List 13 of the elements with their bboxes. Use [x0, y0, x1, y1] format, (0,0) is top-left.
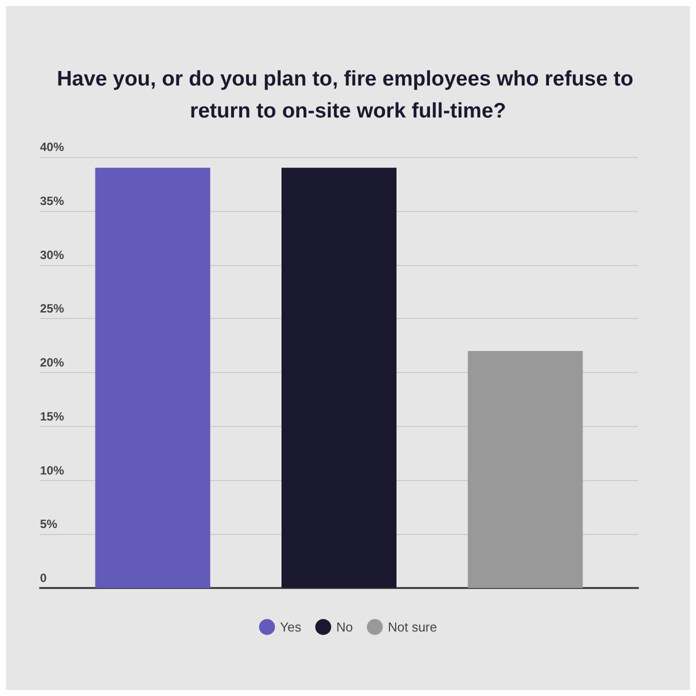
y-tick-label: 10%: [40, 463, 64, 478]
y-tick-label: 0: [40, 571, 47, 585]
y-tick-label: 15%: [40, 409, 64, 424]
chart-title: Have you, or do you plan to, fire employees who refuse to return to on-site work full-time?: [56, 68, 640, 122]
y-tick-label: 25%: [40, 302, 64, 316]
legend-label: Not sure: [388, 620, 437, 634]
y-tick-label: 5%: [40, 517, 58, 532]
y-tick-label: 30%: [40, 248, 64, 262]
legend-label: Yes: [280, 620, 302, 634]
y-tick-label: 20%: [40, 356, 64, 370]
y-tick-label: 40%: [40, 140, 64, 154]
y-tick-label: 35%: [40, 194, 64, 208]
legend-label: No: [336, 620, 353, 634]
